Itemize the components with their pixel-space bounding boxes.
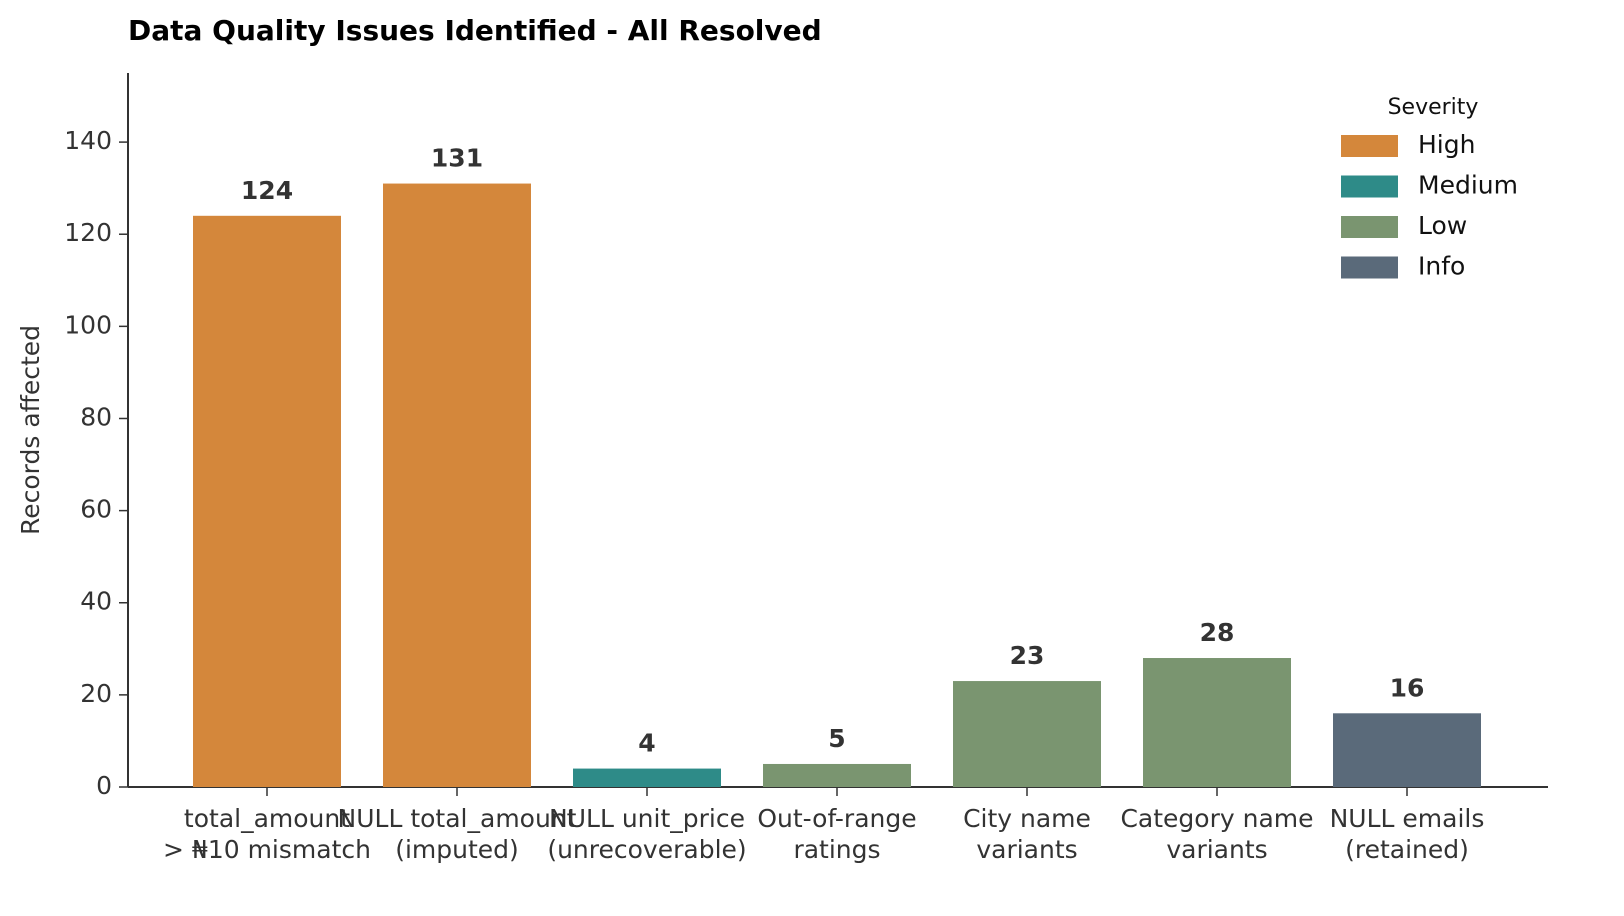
bar [763, 763, 911, 787]
value-label: 28 [1200, 618, 1235, 647]
legend-swatch [1341, 216, 1398, 238]
y-tick-label: 0 [96, 771, 112, 800]
legend-label: Low [1418, 211, 1467, 240]
y-tick-label: 60 [80, 495, 112, 524]
chart-title: Data Quality Issues Identified - All Res… [128, 14, 822, 47]
value-label: 16 [1390, 673, 1425, 702]
x-tick-label: total_amount > ₦10 mismatch [163, 804, 371, 864]
y-tick-label: 120 [64, 218, 112, 247]
x-tick-label: Out-of-range ratings [757, 804, 917, 864]
value-label: 4 [638, 729, 655, 758]
legend-swatch [1341, 256, 1398, 279]
y-tick-label: 20 [80, 679, 112, 708]
legend-swatch [1341, 175, 1398, 198]
y-tick-label: 80 [80, 402, 112, 431]
bar [573, 768, 721, 787]
bar [383, 183, 531, 788]
legend-title: Severity [1388, 95, 1479, 120]
x-tick-label: NULL emails (retained) [1329, 804, 1485, 864]
x-tick-label: Category name variants [1120, 804, 1314, 864]
value-label: 124 [241, 176, 293, 205]
bar [193, 215, 341, 788]
legend-label: High [1418, 130, 1475, 159]
bar [1333, 713, 1481, 787]
x-tick-label: City name variants [963, 804, 1091, 864]
value-label: 131 [431, 144, 483, 173]
legend-label: Medium [1418, 171, 1518, 200]
value-label: 23 [1010, 641, 1045, 670]
value-label: 5 [828, 724, 845, 753]
bar [953, 681, 1101, 787]
legend-swatch [1341, 135, 1398, 157]
x-tick-label: NULL total_amount (imputed) [337, 804, 577, 864]
y-axis-label: Records affected [16, 325, 45, 535]
y-tick-label: 100 [64, 310, 112, 339]
bar [1143, 658, 1291, 787]
y-tick-label: 40 [80, 587, 112, 616]
y-tick-label: 140 [64, 126, 112, 155]
legend-label: Info [1418, 252, 1465, 281]
x-tick-label: NULL unit_price (unrecoverable) [547, 804, 747, 864]
